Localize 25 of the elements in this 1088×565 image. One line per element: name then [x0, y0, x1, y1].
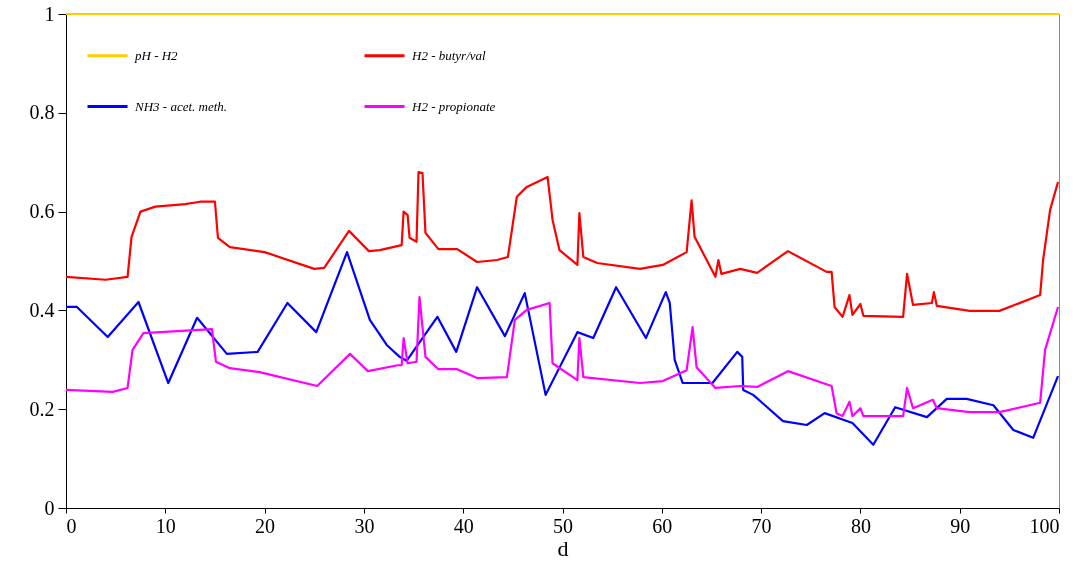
y-tick-label: 1: [44, 2, 55, 25]
y-tick-label: 0.8: [29, 101, 55, 124]
x-tick-label: 80: [850, 514, 871, 537]
x-tick-label: 60: [652, 514, 673, 537]
x-tick-label: 50: [553, 514, 573, 537]
x-tick-label: 40: [453, 514, 474, 537]
x-tick-label: 0: [66, 514, 77, 537]
x-tick-label: 10: [155, 514, 176, 537]
x-tick-label: 30: [354, 514, 375, 537]
x-tick-label: 70: [751, 514, 772, 537]
legend-label: H2 - butyr/val: [411, 47, 487, 63]
y-tick-label: 0.4: [29, 298, 55, 321]
x-tick-label: 100: [1029, 514, 1060, 537]
y-tick-label: 0.6: [29, 200, 55, 223]
line-series: [64, 251, 1060, 446]
legend-label: NH3 - acet. meth.: [134, 98, 228, 114]
x-tick-label: 90: [950, 514, 971, 537]
y-tick-label: 0.2: [29, 397, 55, 420]
y-tick-label: 0: [44, 496, 55, 519]
x-axis-title: d: [557, 535, 569, 561]
legend-label: H2 - propionate: [411, 98, 496, 114]
x-tick-label: 20: [255, 514, 276, 537]
line-series: [64, 170, 1060, 318]
legend-label: pH - H2: [134, 47, 179, 63]
line-series: [64, 295, 1060, 418]
